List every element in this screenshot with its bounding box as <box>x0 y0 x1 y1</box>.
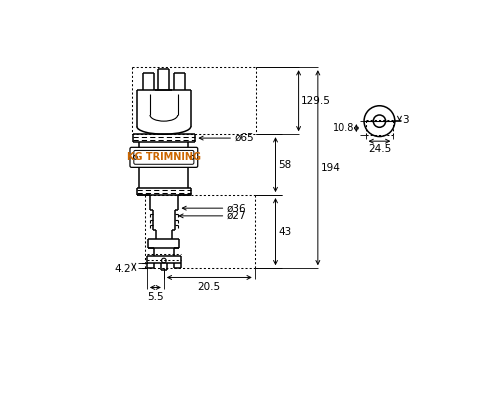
Text: 58: 58 <box>278 160 292 170</box>
Text: 3: 3 <box>402 115 408 125</box>
Text: 5.5: 5.5 <box>147 292 164 302</box>
Text: 24.5: 24.5 <box>368 144 391 154</box>
Text: 194: 194 <box>321 163 341 173</box>
Text: 43: 43 <box>278 227 292 237</box>
Text: 129.5: 129.5 <box>301 96 331 106</box>
Text: ø36: ø36 <box>227 203 246 213</box>
Text: ø27: ø27 <box>227 211 246 221</box>
Text: ø65: ø65 <box>234 133 255 143</box>
Text: KG TRIMNING: KG TRIMNING <box>127 152 201 162</box>
Text: 10.8: 10.8 <box>334 123 355 133</box>
Text: 20.5: 20.5 <box>198 282 221 292</box>
FancyBboxPatch shape <box>134 150 194 164</box>
FancyBboxPatch shape <box>130 147 198 167</box>
Text: 4.2: 4.2 <box>115 264 132 274</box>
